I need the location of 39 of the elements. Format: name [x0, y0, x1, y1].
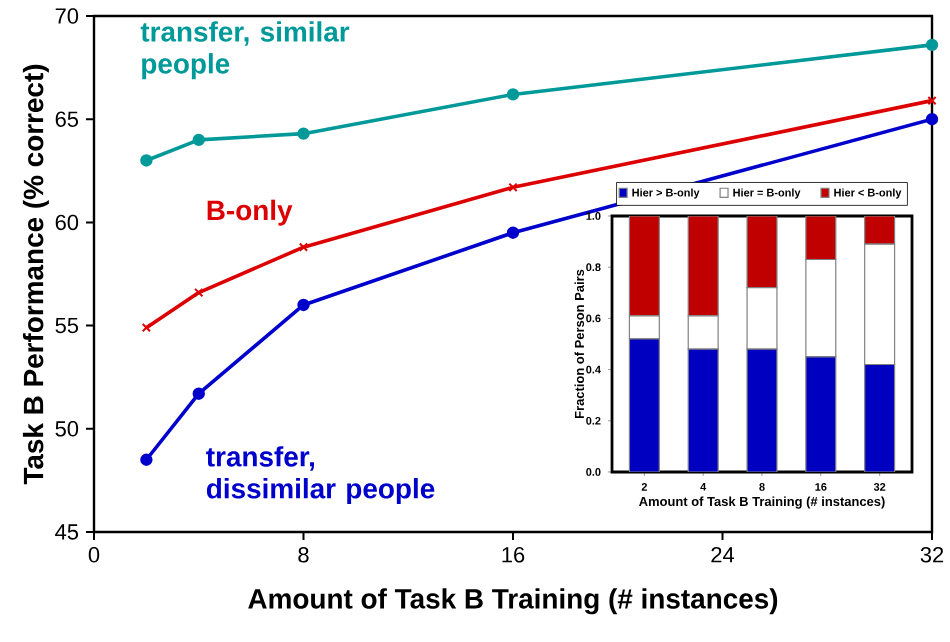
series-label: transfer, similar people [140, 21, 350, 80]
y-tick-label: 70 [55, 8, 79, 24]
bar [864, 363, 896, 472]
bar [746, 348, 778, 472]
series-label: B-only [207, 199, 293, 226]
y-tick-label: 45 [55, 524, 79, 540]
point [925, 38, 939, 52]
y-tick-label: 65 [55, 111, 79, 127]
x-tick-label: 24 [711, 547, 735, 563]
point [297, 127, 310, 140]
y-tick-label: 50 [55, 421, 79, 437]
x-tick-label: 32 [920, 547, 944, 563]
point [508, 182, 518, 192]
point [194, 287, 204, 298]
x-tick-label: 16 [502, 547, 525, 563]
y-axis-title: Task B Performance (% correct) [22, 64, 49, 485]
bar [805, 216, 837, 261]
x-tick-label: 8 [298, 547, 309, 563]
x-axis-title: Amount of Task B Training (# instances) [248, 588, 778, 615]
bar [805, 356, 837, 472]
bar [864, 216, 896, 245]
point [506, 226, 520, 239]
point [925, 113, 939, 126]
x-tick-label: 0 [88, 547, 100, 563]
point [140, 453, 153, 466]
bar [628, 216, 660, 317]
y-tick-label: 55 [55, 317, 79, 334]
bar [746, 216, 778, 289]
bar [687, 216, 719, 317]
point [506, 88, 520, 101]
point [297, 298, 310, 312]
bar [628, 338, 660, 472]
bar [687, 348, 719, 472]
y-tick-label: 60 [55, 214, 79, 231]
point [298, 242, 309, 252]
point [192, 387, 205, 400]
point [192, 133, 205, 147]
point [140, 154, 153, 167]
series-label: transfer, dissimilar people [206, 446, 435, 505]
